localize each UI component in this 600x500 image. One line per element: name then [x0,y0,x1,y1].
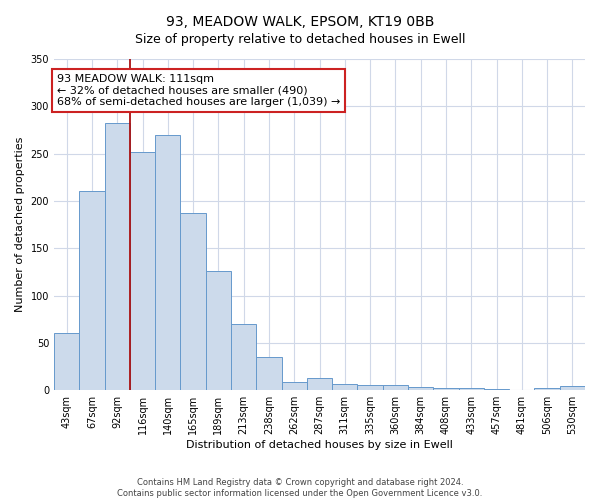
Bar [535,388,560,390]
Bar [104,124,130,390]
Bar [458,388,484,390]
Bar [383,386,408,390]
Text: 93, MEADOW WALK, EPSOM, KT19 0BB: 93, MEADOW WALK, EPSOM, KT19 0BB [166,15,434,29]
Text: Contains HM Land Registry data © Crown copyright and database right 2024.
Contai: Contains HM Land Registry data © Crown c… [118,478,482,498]
Bar [560,386,585,390]
Bar [358,384,383,390]
Bar [206,271,231,390]
Bar [155,134,181,390]
Bar [181,213,206,390]
Y-axis label: Number of detached properties: Number of detached properties [15,137,25,312]
Bar [281,382,307,390]
Bar [332,384,358,390]
Bar [79,192,104,390]
Bar [408,388,433,390]
Bar [231,324,256,390]
Bar [256,357,281,390]
Bar [130,152,155,390]
Bar [54,334,79,390]
Bar [307,378,332,390]
X-axis label: Distribution of detached houses by size in Ewell: Distribution of detached houses by size … [186,440,453,450]
Bar [433,388,458,390]
Text: Size of property relative to detached houses in Ewell: Size of property relative to detached ho… [135,32,465,46]
Text: 93 MEADOW WALK: 111sqm
← 32% of detached houses are smaller (490)
68% of semi-de: 93 MEADOW WALK: 111sqm ← 32% of detached… [56,74,340,107]
